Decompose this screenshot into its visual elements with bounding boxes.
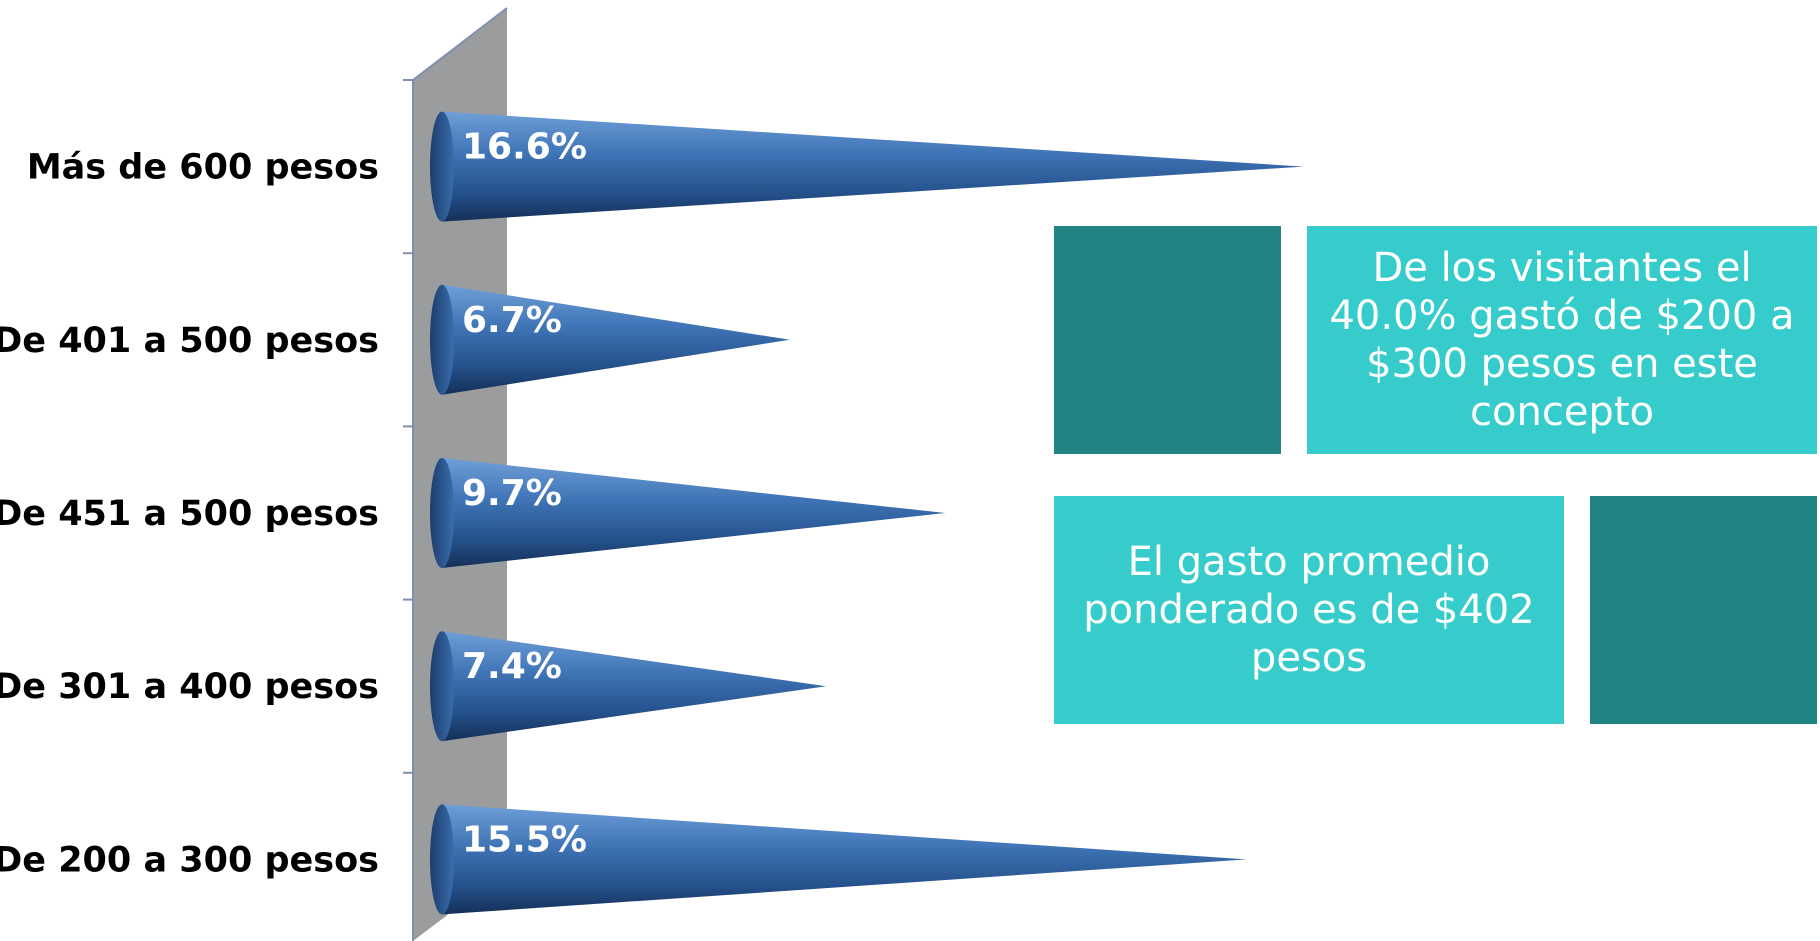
cone-base <box>430 631 454 742</box>
cone-base <box>430 458 454 568</box>
cone-base <box>430 804 454 915</box>
data-label: 15.5% <box>462 819 587 860</box>
callout-bottom-text: El gasto promedio ponderado es de $402 p… <box>1083 539 1535 681</box>
category-label: De 451 a 500 pesos <box>0 494 379 534</box>
cone-base <box>430 111 454 222</box>
callout-bottom-text-box: El gasto promedio ponderado es de $402 p… <box>1054 496 1564 724</box>
callout-dark-block-bottom <box>1590 496 1817 724</box>
cone-body <box>442 284 790 395</box>
data-label: 7.4% <box>462 646 562 687</box>
category-label: De 301 a 400 pesos <box>0 667 379 707</box>
data-label: 16.6% <box>462 127 587 168</box>
cone-bar <box>430 111 1304 222</box>
category-label: De 401 a 500 pesos <box>0 321 379 361</box>
category-label: De 200 a 300 pesos <box>0 840 379 880</box>
callout-top-text: De los visitantes el 40.0% gastó de $200… <box>1329 245 1795 435</box>
cone-bar <box>430 804 1247 915</box>
cone-bar <box>430 458 946 568</box>
callout-top-text-box: De los visitantes el 40.0% gastó de $200… <box>1307 226 1817 454</box>
category-label: Más de 600 pesos <box>27 148 379 188</box>
cone-bar <box>430 631 827 742</box>
callout-dark-block-top <box>1054 226 1281 454</box>
cone-bar <box>430 284 790 395</box>
data-label: 9.7% <box>462 473 562 514</box>
cone-body <box>442 804 1247 915</box>
data-label: 6.7% <box>462 300 562 341</box>
wall-edge <box>412 7 508 81</box>
cone-body <box>442 458 946 568</box>
cone-body <box>442 631 827 742</box>
cone-base <box>430 284 454 395</box>
cone-body <box>442 111 1304 222</box>
